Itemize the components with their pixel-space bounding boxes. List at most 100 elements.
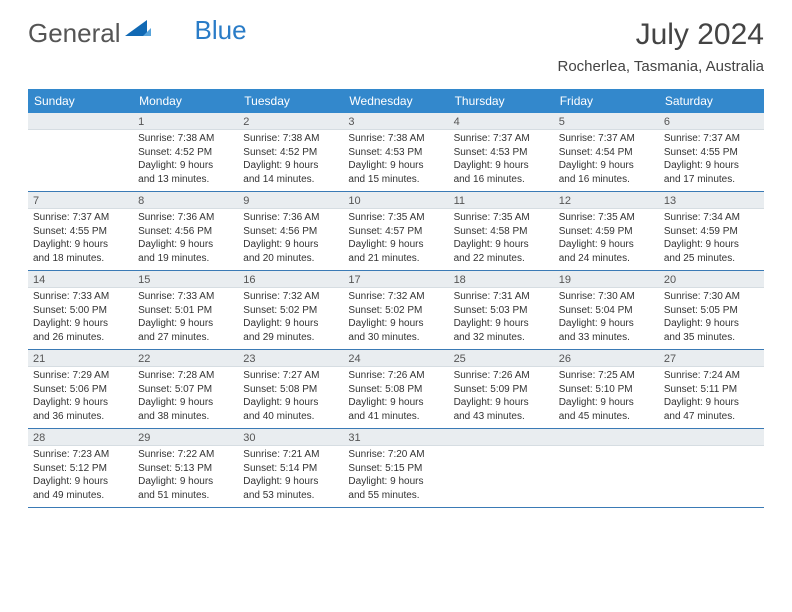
day-number: 30 [238, 429, 343, 446]
day-line: Sunrise: 7:38 AM [138, 132, 233, 146]
day-number: 2 [238, 113, 343, 130]
day-body [449, 446, 554, 452]
day-line: Sunset: 5:02 PM [348, 304, 443, 318]
day-line: Sunset: 5:07 PM [138, 383, 233, 397]
day-line: Sunset: 5:08 PM [243, 383, 338, 397]
day-line: Sunrise: 7:23 AM [33, 448, 128, 462]
day-line: Daylight: 9 hours [454, 238, 549, 252]
day-line: and 16 minutes. [454, 173, 549, 187]
day-body: Sunrise: 7:29 AMSunset: 5:06 PMDaylight:… [28, 367, 133, 427]
day-body: Sunrise: 7:21 AMSunset: 5:14 PMDaylight:… [238, 446, 343, 506]
day-cell: 17Sunrise: 7:32 AMSunset: 5:02 PMDayligh… [343, 271, 448, 349]
day-line: Sunrise: 7:35 AM [348, 211, 443, 225]
day-number: 15 [133, 271, 238, 288]
day-cell: 18Sunrise: 7:31 AMSunset: 5:03 PMDayligh… [449, 271, 554, 349]
day-line: Sunset: 4:59 PM [664, 225, 759, 239]
day-body: Sunrise: 7:37 AMSunset: 4:54 PMDaylight:… [554, 130, 659, 190]
day-cell: 11Sunrise: 7:35 AMSunset: 4:58 PMDayligh… [449, 192, 554, 270]
week-row: 7Sunrise: 7:37 AMSunset: 4:55 PMDaylight… [28, 192, 764, 271]
day-body: Sunrise: 7:37 AMSunset: 4:53 PMDaylight:… [449, 130, 554, 190]
day-line: Daylight: 9 hours [33, 475, 128, 489]
day-cell: 29Sunrise: 7:22 AMSunset: 5:13 PMDayligh… [133, 429, 238, 507]
day-line: Daylight: 9 hours [138, 159, 233, 173]
day-line: Daylight: 9 hours [348, 475, 443, 489]
day-line: Sunrise: 7:25 AM [559, 369, 654, 383]
day-line: and 27 minutes. [138, 331, 233, 345]
title-block: July 2024 Rocherlea, Tasmania, Australia [558, 18, 765, 75]
day-number: 7 [28, 192, 133, 209]
day-line: Daylight: 9 hours [33, 396, 128, 410]
day-number: 29 [133, 429, 238, 446]
day-line: Sunrise: 7:29 AM [33, 369, 128, 383]
day-line: Sunrise: 7:36 AM [243, 211, 338, 225]
day-line: Sunset: 4:58 PM [454, 225, 549, 239]
day-cell: 10Sunrise: 7:35 AMSunset: 4:57 PMDayligh… [343, 192, 448, 270]
day-cell [28, 113, 133, 191]
day-line: Sunset: 4:55 PM [664, 146, 759, 160]
day-line: Sunset: 5:14 PM [243, 462, 338, 476]
day-line: Sunrise: 7:30 AM [559, 290, 654, 304]
day-line: Daylight: 9 hours [348, 396, 443, 410]
weekday-wednesday: Wednesday [343, 89, 448, 113]
day-line: Daylight: 9 hours [664, 238, 759, 252]
day-line: Daylight: 9 hours [348, 317, 443, 331]
day-line: Sunset: 5:08 PM [348, 383, 443, 397]
day-line: Daylight: 9 hours [138, 396, 233, 410]
day-number: 3 [343, 113, 448, 130]
day-line: Daylight: 9 hours [664, 317, 759, 331]
day-number: 26 [554, 350, 659, 367]
day-body: Sunrise: 7:34 AMSunset: 4:59 PMDaylight:… [659, 209, 764, 269]
day-number [554, 429, 659, 446]
day-body: Sunrise: 7:33 AMSunset: 5:00 PMDaylight:… [28, 288, 133, 348]
logo: GeneralBlue [28, 18, 247, 49]
day-line: Sunset: 5:04 PM [559, 304, 654, 318]
day-line: Sunrise: 7:38 AM [348, 132, 443, 146]
day-line: and 17 minutes. [664, 173, 759, 187]
day-cell: 19Sunrise: 7:30 AMSunset: 5:04 PMDayligh… [554, 271, 659, 349]
day-line: and 14 minutes. [243, 173, 338, 187]
day-line: Daylight: 9 hours [559, 317, 654, 331]
day-line: Sunset: 4:56 PM [243, 225, 338, 239]
day-line: Sunrise: 7:35 AM [454, 211, 549, 225]
day-line: and 19 minutes. [138, 252, 233, 266]
day-line: Sunrise: 7:34 AM [664, 211, 759, 225]
day-number: 4 [449, 113, 554, 130]
day-body: Sunrise: 7:35 AMSunset: 4:58 PMDaylight:… [449, 209, 554, 269]
day-number [28, 113, 133, 130]
day-line: and 49 minutes. [33, 489, 128, 503]
day-line: Sunrise: 7:36 AM [138, 211, 233, 225]
day-line: Daylight: 9 hours [138, 317, 233, 331]
day-number: 22 [133, 350, 238, 367]
day-line: Sunrise: 7:37 AM [559, 132, 654, 146]
triangle-icon [125, 18, 151, 43]
day-body: Sunrise: 7:30 AMSunset: 5:05 PMDaylight:… [659, 288, 764, 348]
day-line: Sunset: 5:02 PM [243, 304, 338, 318]
day-line: Sunset: 5:15 PM [348, 462, 443, 476]
day-number: 1 [133, 113, 238, 130]
day-line: Sunset: 5:13 PM [138, 462, 233, 476]
day-line: Sunset: 5:05 PM [664, 304, 759, 318]
day-cell: 24Sunrise: 7:26 AMSunset: 5:08 PMDayligh… [343, 350, 448, 428]
day-cell: 7Sunrise: 7:37 AMSunset: 4:55 PMDaylight… [28, 192, 133, 270]
day-cell: 26Sunrise: 7:25 AMSunset: 5:10 PMDayligh… [554, 350, 659, 428]
day-line: Sunset: 4:56 PM [138, 225, 233, 239]
day-line: and 32 minutes. [454, 331, 549, 345]
calendar-grid: SundayMondayTuesdayWednesdayThursdayFrid… [28, 89, 764, 508]
day-cell: 4Sunrise: 7:37 AMSunset: 4:53 PMDaylight… [449, 113, 554, 191]
day-body: Sunrise: 7:36 AMSunset: 4:56 PMDaylight:… [133, 209, 238, 269]
day-line: and 43 minutes. [454, 410, 549, 424]
day-line: Sunrise: 7:20 AM [348, 448, 443, 462]
day-line: Daylight: 9 hours [138, 238, 233, 252]
day-line: Daylight: 9 hours [454, 317, 549, 331]
day-cell: 25Sunrise: 7:26 AMSunset: 5:09 PMDayligh… [449, 350, 554, 428]
day-line: and 41 minutes. [348, 410, 443, 424]
page-header: GeneralBlue July 2024 Rocherlea, Tasmani… [0, 0, 792, 83]
day-cell [449, 429, 554, 507]
day-line: Sunrise: 7:26 AM [454, 369, 549, 383]
day-line: Daylight: 9 hours [243, 317, 338, 331]
day-body: Sunrise: 7:23 AMSunset: 5:12 PMDaylight:… [28, 446, 133, 506]
day-line: Sunrise: 7:30 AM [664, 290, 759, 304]
day-body: Sunrise: 7:28 AMSunset: 5:07 PMDaylight:… [133, 367, 238, 427]
day-line: Sunset: 4:55 PM [33, 225, 128, 239]
day-cell: 14Sunrise: 7:33 AMSunset: 5:00 PMDayligh… [28, 271, 133, 349]
